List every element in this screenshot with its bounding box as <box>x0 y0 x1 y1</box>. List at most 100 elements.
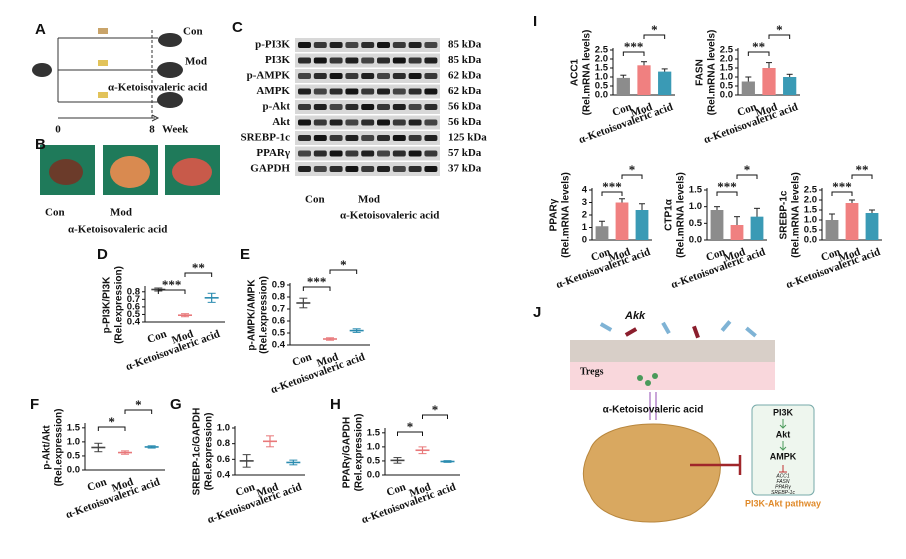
blot-band <box>424 135 438 141</box>
y-axis-label: (Rel.expression) <box>259 276 270 354</box>
bar <box>750 216 764 240</box>
significance-bracket <box>397 431 423 436</box>
y-axis-label: (Rel.mRNA levels) <box>791 172 802 258</box>
y-tick-label: 1.0 <box>217 423 230 434</box>
y-tick-label: 1.0 <box>689 201 702 212</box>
y-tick-label: 2.0 <box>804 195 817 206</box>
significance-bracket <box>97 426 126 431</box>
liver <box>110 156 150 188</box>
blot-band <box>313 57 327 64</box>
blot-band <box>377 42 390 48</box>
blot-band <box>298 166 311 172</box>
y-axis-label: PPARγ/GAPDH <box>342 417 353 489</box>
y-tick-label: 0.6 <box>272 316 285 327</box>
timeline-axis <box>58 114 160 122</box>
bar <box>637 65 651 95</box>
blot-band <box>329 135 343 141</box>
panel-letter: C <box>232 19 243 36</box>
blot-band <box>329 150 343 157</box>
compound-label: α-Ketoisovaleric acid <box>603 405 704 416</box>
band-size: 125 kDa <box>448 132 487 144</box>
inhibition-arrow <box>690 455 742 475</box>
significance-label: ** <box>856 162 869 177</box>
significance-bracket <box>601 191 623 196</box>
band-size: 56 kDa <box>448 101 482 113</box>
y-tick-label: 1.5 <box>804 205 818 216</box>
y-axis-label: SREBP-1c/GAPDH <box>192 408 203 496</box>
group-label: Con <box>183 26 203 38</box>
significance-label: * <box>135 397 142 412</box>
treg <box>645 380 651 386</box>
blot-band <box>424 73 438 79</box>
bar <box>615 202 629 240</box>
protein-label: PPARγ <box>256 147 290 159</box>
blot-band <box>345 88 359 95</box>
group-label: Mod <box>185 56 207 68</box>
band-size: 62 kDa <box>448 70 482 82</box>
significance-bracket <box>302 286 331 291</box>
y-tick-label: 0.5 <box>689 218 703 229</box>
group-label: Con <box>45 207 65 219</box>
significance-bracket <box>747 51 770 56</box>
liver-illustration <box>582 423 721 523</box>
panel-letter: E <box>240 246 250 263</box>
significance-label: *** <box>602 179 622 194</box>
y-tick-label: 0.0 <box>367 470 380 481</box>
band-size: 56 kDa <box>448 116 482 128</box>
protein-label: GAPDH <box>250 163 290 175</box>
blot-band <box>361 119 375 126</box>
blot-band <box>313 150 327 157</box>
target-gene: SREBP-1c <box>771 490 795 496</box>
y-axis-label: (Rel.expression) <box>354 414 365 492</box>
y-axis-label: (Rel.mRNA levels) <box>561 172 572 258</box>
bar <box>616 77 630 95</box>
bar <box>635 210 649 240</box>
bacterium <box>720 320 732 332</box>
diet-icon <box>98 92 108 98</box>
significance-bracket <box>422 414 448 419</box>
significance-bracket <box>621 174 643 179</box>
significance-label: *** <box>832 179 852 194</box>
blot-band <box>345 119 359 126</box>
blot-band <box>377 166 390 172</box>
y-tick-label: 0 <box>582 235 587 246</box>
diet-icon <box>98 60 108 66</box>
blot-band <box>424 42 438 48</box>
bacterium <box>692 325 700 339</box>
y-axis-label: (Rel.mRNA levels) <box>676 172 687 258</box>
y-tick-label: 1.0 <box>720 72 733 83</box>
y-tick-label: 0.8 <box>272 292 285 303</box>
blot-band <box>408 166 422 172</box>
bar <box>741 81 755 95</box>
y-tick-label: 1.5 <box>67 422 81 433</box>
mouse-icon <box>32 63 52 77</box>
pathway-node: PI3K <box>773 407 794 417</box>
x-tick-label: Con <box>291 351 313 369</box>
panel-a <box>32 28 183 122</box>
blot-band <box>329 166 343 172</box>
target-gene: ACC1 <box>775 473 790 479</box>
blot-band <box>392 42 406 48</box>
y-tick-label: 0.5 <box>595 81 609 92</box>
y-axis-label: (Rel.expression) <box>54 409 65 487</box>
blot-band <box>408 73 422 79</box>
significance-bracket <box>329 269 358 274</box>
significance-label: *** <box>162 277 182 292</box>
blot-band <box>361 166 375 172</box>
mouse-icon <box>157 92 183 108</box>
blot-band <box>361 73 375 79</box>
blot-band <box>345 104 359 110</box>
band-size: 37 kDa <box>448 163 482 175</box>
y-tick-label: 0.5 <box>804 225 818 236</box>
y-tick-label: 0.9 <box>272 280 285 291</box>
y-tick-label: 1.5 <box>689 185 703 196</box>
blot-band <box>345 42 359 48</box>
liver <box>172 158 212 186</box>
y-axis-label: CTP1α <box>664 198 675 231</box>
significance-bracket <box>124 409 153 414</box>
significance-label: * <box>407 419 414 434</box>
blot-band <box>313 42 327 48</box>
blot-band <box>345 57 359 64</box>
significance-label: * <box>340 257 347 272</box>
protein-label: p-Akt <box>262 101 290 113</box>
